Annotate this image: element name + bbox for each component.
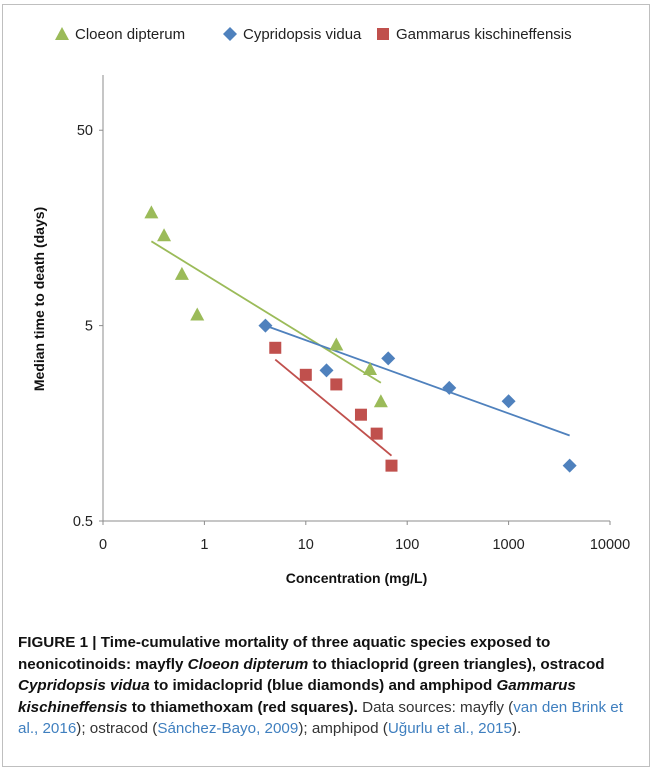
data-point (319, 363, 334, 378)
trend-line (265, 324, 570, 437)
trend-line (150, 240, 382, 384)
legend-marker (223, 27, 237, 41)
caption-ref-2[interactable]: Sánchez-Bayo, 2009 (157, 720, 299, 737)
caption-sources-suffix: ). (511, 720, 522, 737)
caption-sources-mid-1: ); ostracod ( (76, 720, 158, 737)
data-point (354, 408, 367, 421)
trend-lines (150, 240, 570, 457)
axes: 0 1 10 100 1000 10000 0.5 5 50 Concentration (mg/… (31, 75, 630, 586)
data-point (269, 341, 282, 354)
caption-text-1: to thiacloprid (green triangles), ostrac… (312, 655, 605, 673)
caption-figure-label: FIGURE 1 | Time-cumulative mortality of … (18, 634, 551, 673)
trend-line (274, 358, 393, 457)
data-point (144, 205, 159, 219)
data-point (329, 337, 344, 351)
data-point (501, 394, 516, 409)
y-tick-label: 50 (77, 123, 93, 139)
y-axis-title: Median time to death (days) (31, 207, 47, 391)
x-tick-label: 1000 (492, 537, 524, 553)
caption-ref-3[interactable]: Uğurlu et al., 2015 (387, 720, 512, 737)
x-tick-label: 100 (395, 537, 419, 553)
legend-label: Cloeon dipterum (75, 26, 185, 43)
x-tick-label: 10000 (590, 537, 630, 553)
x-tick-label: 1 (200, 537, 208, 553)
y-tick-label: 5 (85, 319, 93, 335)
caption-sources-prefix: Data sources: mayfly ( (362, 698, 514, 716)
caption-species-2: Cypridopsis vidua (18, 677, 150, 694)
legend: Cloeon dipterum Cypridopsis vidua Gammarus… (55, 26, 572, 43)
caption-text-3: to thiamethoxam (red squares). (131, 698, 358, 716)
caption-species-3: Gammarus kischineffensis (18, 677, 576, 716)
data-point (174, 266, 189, 280)
figure-frame (2, 4, 650, 767)
data-point (330, 378, 343, 391)
figure-caption: FIGURE 1 | Time-cumulative mortality of … (18, 632, 638, 740)
data-point (299, 368, 312, 381)
chart: Cloeon dipterum Cypridopsis vidua Gammarus… (31, 26, 630, 586)
caption-sources-mid-2: ); amphipod ( (298, 720, 388, 737)
data-point (442, 380, 457, 395)
data-point (373, 394, 388, 408)
caption-text-2: to imidacloprid (blue diamonds) and amph… (153, 677, 493, 694)
data-point (190, 307, 205, 321)
legend-label: Cypridopsis vidua (243, 26, 362, 43)
x-tick-label: 0 (99, 537, 107, 553)
legend-marker (377, 28, 389, 40)
data-point (562, 458, 577, 473)
caption-ref-1[interactable]: van den Brink et al., 2016 (18, 698, 623, 738)
data-point (363, 361, 378, 375)
legend-label: Gammarus kischineffensis (396, 26, 572, 43)
y-tick-label: 0.5 (73, 514, 93, 530)
data-points (144, 205, 577, 473)
data-point (258, 318, 273, 333)
data-point (157, 228, 172, 242)
data-point (381, 351, 396, 366)
legend-marker (55, 27, 69, 40)
x-tick-label: 10 (298, 537, 314, 553)
caption-species-1: Cloeon dipterum (187, 655, 309, 673)
data-point (385, 459, 398, 472)
data-point (370, 427, 383, 440)
x-axis-title: Concentration (mg/L) (286, 570, 428, 586)
